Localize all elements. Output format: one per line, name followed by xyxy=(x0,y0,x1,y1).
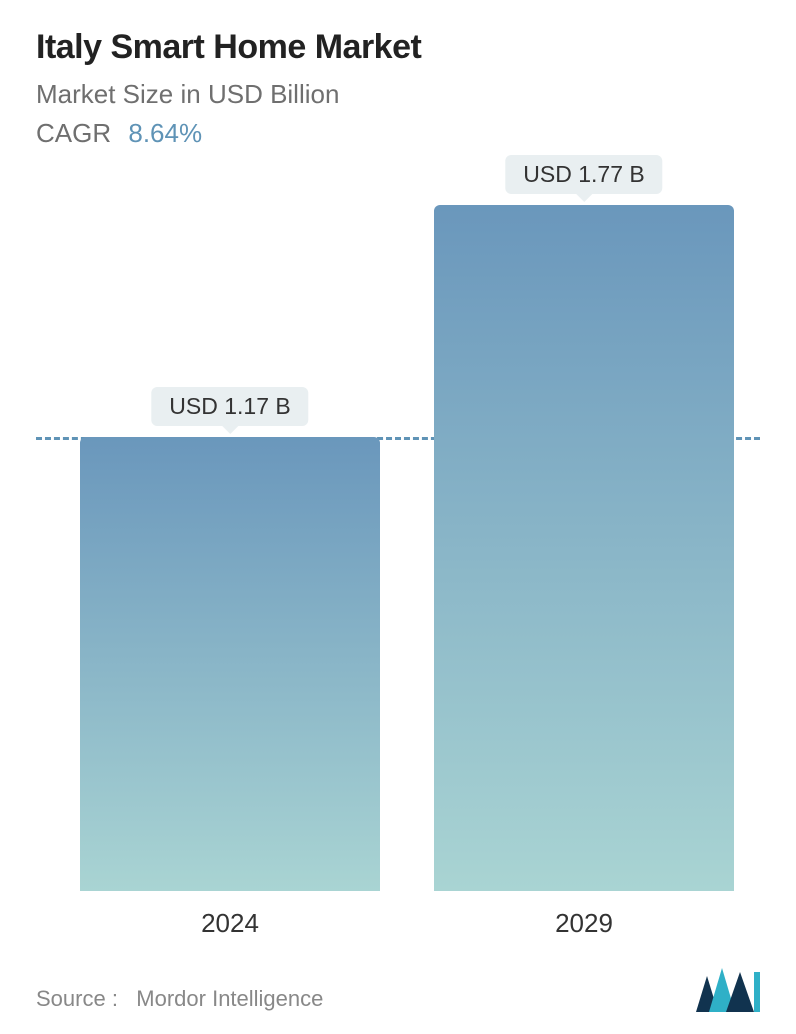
bar-value-label: USD 1.17 B xyxy=(151,387,308,426)
chart-container: Italy Smart Home Market Market Size in U… xyxy=(0,0,796,1034)
chart-area: USD 1.17 B2024USD 1.77 B2029 xyxy=(36,179,760,939)
source-name: Mordor Intelligence xyxy=(136,986,323,1011)
bar xyxy=(80,437,380,891)
chart-title: Italy Smart Home Market xyxy=(36,28,760,67)
cagr-value: 8.64% xyxy=(128,118,202,148)
chart-footer: Source : Mordor Intelligence xyxy=(36,968,760,1012)
bar-value-label: USD 1.77 B xyxy=(505,155,662,194)
x-axis-label: 2024 xyxy=(201,908,259,939)
x-axis-label: 2029 xyxy=(555,908,613,939)
source-text: Source : Mordor Intelligence xyxy=(36,986,323,1012)
cagr-row: CAGR 8.64% xyxy=(36,118,760,149)
chart-subtitle: Market Size in USD Billion xyxy=(36,79,760,110)
cagr-label: CAGR xyxy=(36,118,111,148)
brand-logo-icon xyxy=(696,968,760,1012)
source-prefix: Source : xyxy=(36,986,118,1011)
bar xyxy=(434,205,734,891)
